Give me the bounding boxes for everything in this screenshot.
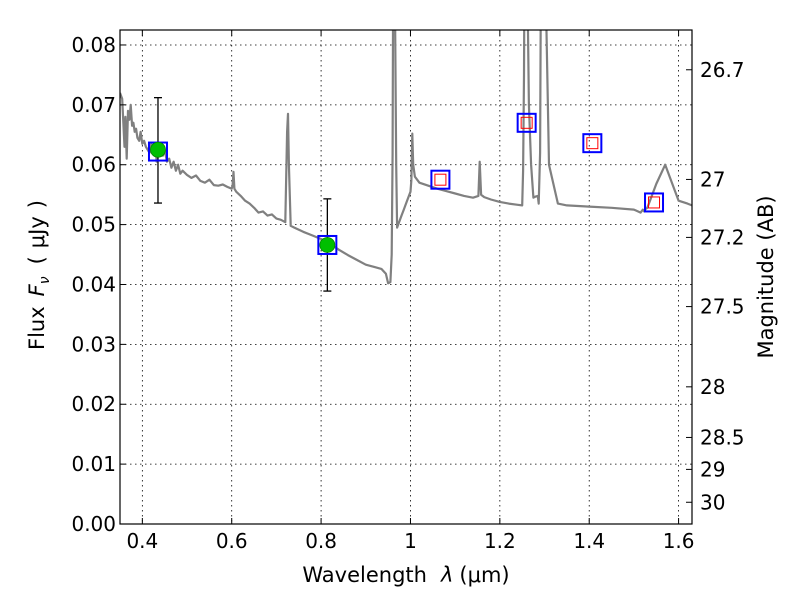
magnitude-tick-label: 29 xyxy=(700,457,725,481)
x-tick-labels: 0.4 0.6 0.8 1 1.2 1.4 1.6 xyxy=(126,529,694,553)
x-tick-label: 1.4 xyxy=(573,529,605,553)
magnitude-axis-label: Magnitude (AB) xyxy=(754,195,778,358)
y-tick-label: 0.04 xyxy=(71,272,116,296)
x-tick-label: 1 xyxy=(404,529,417,553)
x-tick-label: 0.8 xyxy=(305,529,337,553)
y-axis-label: Flux Fν ( μJy) xyxy=(25,200,53,350)
x-axis-label: Wavelength λ (μm) xyxy=(302,563,509,587)
magnitude-tick-label: 27 xyxy=(700,167,725,191)
y-tick-label: 0.02 xyxy=(71,392,116,416)
measurement-point xyxy=(150,141,166,158)
y-axis-label-subscript: ν xyxy=(37,276,53,284)
grid-lines xyxy=(120,30,692,525)
y-tick-labels: 0.00 0.01 0.02 0.03 0.04 0.05 0.06 0.07 0.08 xyxy=(71,33,116,536)
x-axis-label-text: Wavelength xyxy=(302,563,427,587)
model-flux-square xyxy=(586,137,599,150)
photometry-square-infrared xyxy=(516,112,537,133)
measurement-point xyxy=(319,237,336,253)
y-axis-label-symbol: F xyxy=(25,283,49,296)
model-flux-square xyxy=(434,173,447,186)
x-tick-label: 1.6 xyxy=(663,529,695,553)
photometry-square-infrared xyxy=(644,192,665,213)
model-flux-square xyxy=(648,196,661,209)
x-tick-label: 1.2 xyxy=(484,529,516,553)
y-tick-label: 0.01 xyxy=(71,452,116,476)
magnitude-tick-label: 26.7 xyxy=(700,58,745,82)
magnitude-tick-labels: 26.7 27 27.2 27.5 28 28.5 29 30 xyxy=(700,58,745,514)
x-tick-label: 0.6 xyxy=(216,529,248,553)
y-tick-label: 0.03 xyxy=(71,332,116,356)
x-axis-label-symbol: λ xyxy=(440,563,453,587)
magnitude-tick-label: 27.5 xyxy=(700,295,745,319)
magnitude-tick-label: 28.5 xyxy=(700,425,745,449)
y-tick-label: 0.08 xyxy=(71,33,116,57)
y-tick-label: 0.05 xyxy=(71,213,116,237)
magnitude-tick-label: 30 xyxy=(700,490,725,514)
photometry-square-infrared xyxy=(582,133,603,154)
model-spectrum-line xyxy=(120,30,692,285)
x-tick-label: 0.4 xyxy=(126,529,158,553)
y-axis-label-paren-open: ( xyxy=(25,256,49,264)
plot-frame xyxy=(119,29,693,525)
model-spectrum-layer xyxy=(120,30,692,285)
photometry-square-ground xyxy=(317,234,338,255)
y-axis-label-text: Flux xyxy=(25,306,49,350)
y-tick-label: 0.00 xyxy=(71,512,116,536)
magnitude-tick-label: 28 xyxy=(700,375,725,399)
y-axis-label-paren-close: ) xyxy=(25,200,49,208)
photometry-layer xyxy=(147,97,665,292)
magnitude-tick-label: 27.2 xyxy=(700,225,745,249)
tick-marks xyxy=(120,30,692,525)
y-tick-label: 0.06 xyxy=(71,153,116,177)
photometry-square-infrared xyxy=(430,169,451,190)
y-tick-label: 0.07 xyxy=(71,93,116,117)
x-axis-label-unit: (μm) xyxy=(459,563,509,587)
y-axis-label-unit: μJy xyxy=(25,216,49,248)
model-flux-square xyxy=(520,116,533,129)
